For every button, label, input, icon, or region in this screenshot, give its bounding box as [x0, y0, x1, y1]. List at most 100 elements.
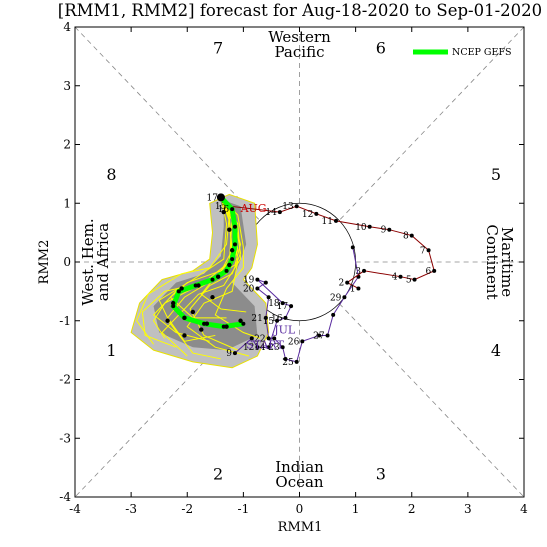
region-western-pacific-line: Pacific [275, 43, 325, 61]
x-tick-label: 1 [352, 502, 360, 516]
region-maritime-continent: MaritimeContinent [483, 224, 516, 299]
series-point [333, 218, 338, 223]
y-tick-label: 4 [63, 20, 71, 34]
point-label: 14 [265, 208, 277, 218]
point-label: 20 [243, 284, 255, 294]
point-label: 15 [215, 202, 227, 212]
month-label: START [246, 338, 284, 351]
region-west-hem-africa: West. Hem.and Africa [79, 218, 112, 305]
series-point [300, 339, 305, 344]
gefs-day-marker [215, 274, 221, 279]
ensemble-member-line [136, 197, 230, 345]
series-point [266, 336, 271, 341]
phase-label: 5 [491, 165, 501, 184]
point-label: 29 [330, 293, 342, 303]
series-point [272, 336, 277, 341]
series-point [280, 345, 285, 350]
y-axis-label: RMM2 [37, 240, 52, 285]
series-point [289, 304, 294, 309]
series-point [266, 295, 271, 300]
phase-label: 4 [491, 341, 501, 360]
gefs-day-marker [171, 300, 176, 306]
gefs-day-marker [179, 286, 184, 291]
point-label: 17 [206, 193, 218, 203]
legend-label: NCEP GEFS [452, 47, 512, 58]
series-point [230, 257, 235, 262]
phase-label: 7 [213, 39, 223, 58]
gefs-day-marker [165, 318, 170, 323]
point-label: 22 [254, 334, 265, 344]
phase-label: 8 [106, 165, 116, 184]
point-label: 14 [254, 343, 266, 353]
point-label: 9 [381, 226, 387, 236]
region-maritime-continent-line: Maritime [498, 227, 516, 297]
point-label: 11 [322, 217, 333, 227]
series-point [230, 207, 235, 212]
gefs-day-marker [196, 283, 201, 288]
series-line [170, 195, 244, 330]
y-tick-label: -2 [59, 373, 71, 387]
x-tick-label: 2 [408, 502, 416, 516]
series-point [409, 233, 414, 238]
point-label: 1 [350, 284, 356, 294]
point-label: 21 [251, 314, 262, 324]
y-tick-label: 0 [63, 255, 71, 269]
point-label: 12 [302, 210, 313, 220]
region-western-pacific-line: Western [268, 28, 331, 46]
x-tick-label: -1 [238, 502, 250, 516]
series-point [255, 277, 260, 282]
gefs-day-marker [227, 262, 232, 268]
region-western-pacific: Western Pacific [268, 28, 331, 61]
point-label: 26 [288, 337, 300, 347]
y-tick-label: 2 [63, 138, 71, 152]
point-label: 4 [392, 273, 398, 283]
point-label: 8 [403, 232, 409, 242]
gefs-day-marker [238, 318, 243, 323]
phase-guides [74, 26, 525, 498]
ensemble-member-line [161, 197, 242, 357]
gefs-day-marker [182, 315, 187, 321]
series-point [176, 289, 181, 294]
point-label: 6 [425, 267, 431, 277]
series-point [412, 277, 417, 282]
x-tick-label: -3 [125, 502, 137, 516]
point-label: 25 [282, 358, 294, 368]
gefs-day-marker [224, 324, 229, 329]
series-point [432, 268, 437, 273]
point-label: 17 [277, 302, 289, 312]
series-point [362, 268, 367, 273]
gefs-day-marker [182, 333, 187, 338]
region-indian-ocean: Indian Ocean [275, 458, 324, 491]
series-point [255, 286, 260, 291]
series-point [277, 210, 282, 215]
point-label: 23 [268, 343, 280, 353]
series-point [224, 268, 229, 273]
phase-label: 6 [376, 39, 386, 58]
series-point [426, 248, 431, 253]
region-west-hem-africa-line: and Africa [94, 223, 112, 301]
x-axis-label: RMM1 [278, 520, 323, 535]
y-tick-label: -4 [59, 490, 71, 504]
month-label: JUL [273, 324, 296, 337]
point-label: 9 [226, 349, 232, 359]
y-tick-label: -3 [59, 431, 71, 445]
trajectory-series: 2927262523222120191817161514129151413121… [165, 193, 437, 368]
series-point [317, 333, 322, 338]
series-point [232, 224, 237, 229]
month-label: AUG [240, 202, 267, 215]
y-tick-label: 3 [63, 79, 71, 93]
region-indian-ocean-line: Indian [275, 458, 324, 476]
series-point [263, 280, 268, 285]
series-point [232, 242, 237, 247]
gefs-day-marker [221, 209, 226, 215]
series-point [314, 211, 319, 216]
series-point [387, 227, 392, 232]
phase-label: 3 [376, 465, 386, 484]
region-indian-ocean-line: Ocean [275, 473, 324, 491]
series-point [342, 295, 347, 300]
series-point [275, 318, 280, 323]
gefs-day-marker [199, 327, 204, 332]
y-tick-label: -1 [59, 314, 71, 328]
